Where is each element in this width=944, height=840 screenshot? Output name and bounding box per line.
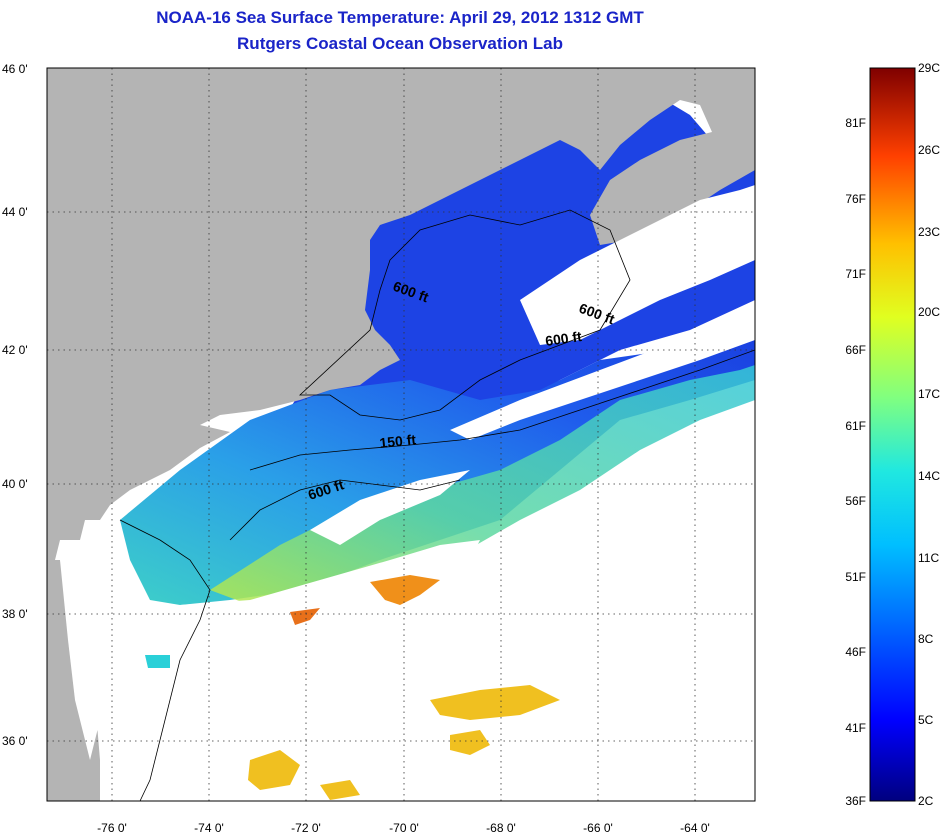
colorbar-fahrenheit-label: 46F — [845, 645, 866, 659]
colorbar-celsius-label: 5C — [918, 713, 934, 727]
colorbar-celsius-label: 23C — [918, 225, 940, 239]
colorbar-celsius-label: 8C — [918, 632, 934, 646]
depth-label: 600 ft — [544, 328, 583, 349]
lat-tick-label: 42 0' — [2, 343, 28, 357]
colorbar-fahrenheit-label: 66F — [845, 343, 866, 357]
colorbar-celsius-label: 20C — [918, 305, 940, 319]
colorbar-fahrenheit-label: 56F — [845, 494, 866, 508]
depth-label: 150 ft — [379, 431, 417, 451]
colorbar-celsius-label: 26C — [918, 143, 940, 157]
warm-patches — [145, 575, 560, 800]
lat-tick-label: 46 0' — [2, 62, 28, 76]
colorbar: 29C 26C 23C 20C 17C 14C 11C 8C 5C 2C 81F 76F 71F 66F… — [845, 61, 940, 808]
colorbar-fahrenheit-label: 76F — [845, 192, 866, 206]
map-subtitle: Rutgers Coastal Ocean Observation Lab — [237, 34, 563, 53]
map-title: NOAA-16 Sea Surface Temperature: April 2… — [156, 8, 644, 27]
colorbar-fahrenheit-label: 61F — [845, 419, 866, 433]
lon-tick-label: -70 0' — [389, 821, 419, 835]
lat-tick-label: 36 0' — [2, 734, 28, 748]
bay-cloud — [60, 560, 110, 760]
depth-contours — [119, 209, 755, 801]
colorbar-fahrenheit-label: 51F — [845, 570, 866, 584]
lon-tick-label: -66 0' — [583, 821, 613, 835]
colorbar-fahrenheit-label: 41F — [845, 721, 866, 735]
lon-tick-label: -76 0' — [97, 821, 127, 835]
colorbar-fahrenheit-label: 81F — [845, 116, 866, 130]
lat-tick-label: 40 0' — [2, 477, 28, 491]
colorbar-celsius-label: 17C — [918, 387, 940, 401]
plot-frame — [46, 67, 756, 802]
colorbar-fahrenheit-label: 71F — [845, 267, 866, 281]
lon-tick-label: -74 0' — [194, 821, 224, 835]
lon-tick-label: -72 0' — [291, 821, 321, 835]
shelf-water-region — [120, 330, 755, 605]
colorbar-celsius-label: 2C — [918, 794, 934, 808]
colorbar-celsius-label: 14C — [918, 469, 940, 483]
lat-tick-label: 44 0' — [2, 205, 28, 219]
colorbar-fahrenheit-label: 36F — [845, 794, 866, 808]
lat-lon-grid — [47, 68, 755, 801]
land-mass — [47, 68, 755, 560]
lat-tick-label: 38 0' — [2, 607, 28, 621]
colorbar-celsius-label: 29C — [918, 61, 940, 75]
nova-scotia — [590, 120, 755, 245]
lon-tick-label: -64 0' — [680, 821, 710, 835]
slope-water-region — [210, 365, 755, 605]
colorbar-celsius-label: 11C — [918, 551, 939, 565]
lon-tick-label: -68 0' — [486, 821, 516, 835]
colorbar-gradient — [869, 67, 916, 802]
